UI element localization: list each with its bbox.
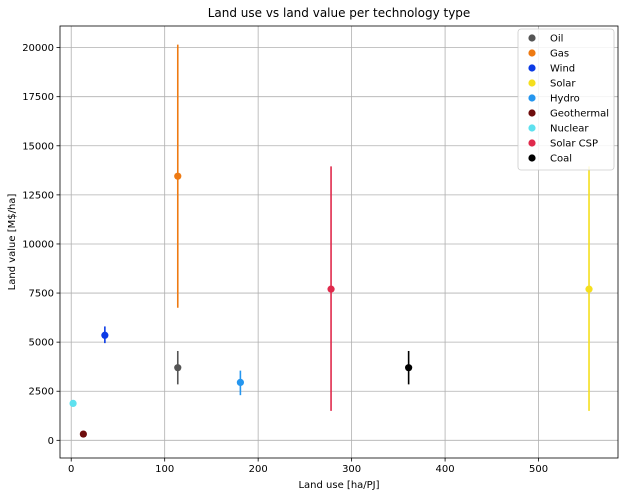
x-tick-label: 200 — [249, 464, 268, 475]
legend-label: Nuclear — [550, 124, 589, 135]
y-tick-label: 0 — [48, 436, 54, 447]
y-tick-label: 20000 — [22, 43, 54, 54]
series-wind — [101, 326, 109, 344]
legend-label: Coal — [550, 154, 572, 165]
data-point — [585, 285, 593, 293]
y-tick-label: 12500 — [22, 190, 54, 201]
legend-marker — [528, 124, 536, 132]
grid — [60, 26, 618, 458]
y-tick-label: 7500 — [29, 289, 54, 300]
data-point — [405, 364, 413, 372]
legend-label: Geothermal — [550, 109, 609, 120]
y-tick-label: 5000 — [29, 338, 54, 349]
x-tick-label: 400 — [436, 464, 455, 475]
series-coal — [405, 350, 413, 385]
y-tick-label: 10000 — [22, 239, 54, 250]
legend-label: Wind — [550, 64, 575, 75]
axes: 0 100 200 300 400 500025005000750010000125001… — [22, 25, 619, 475]
plot-area — [69, 44, 593, 438]
chart-title: Land use vs land value per technology ty… — [208, 6, 471, 20]
legend-label: Solar — [550, 79, 576, 90]
series-oil — [174, 350, 182, 385]
x-tick-label: 300 — [342, 464, 361, 475]
x-tick-label: 100 — [155, 464, 174, 475]
series-hydro — [236, 370, 244, 396]
y-axis-label: Land value [M$/ha] — [7, 194, 18, 291]
legend: Oil Gas Wind Solar Hydro Geothermal Nuclear Sol… — [517, 28, 615, 171]
series-solar — [585, 166, 593, 411]
legend-marker — [528, 79, 536, 87]
legend-marker — [528, 49, 536, 57]
legend-marker — [528, 109, 536, 117]
axes-frame — [59, 25, 619, 459]
data-point — [79, 430, 87, 438]
y-tick-label: 15000 — [22, 141, 54, 152]
legend-marker — [528, 34, 536, 42]
series-gas — [174, 44, 182, 308]
y-tick-label: 2500 — [29, 387, 54, 398]
x-axis-label: Land use [ha/PJ] — [298, 480, 379, 491]
x-tick-label: 0 — [68, 464, 74, 475]
legend-marker — [528, 94, 536, 102]
y-tick-label: 17500 — [22, 92, 54, 103]
data-point — [101, 331, 109, 339]
data-point — [327, 285, 335, 293]
x-tick-label: 500 — [529, 464, 548, 475]
legend-marker — [528, 139, 536, 147]
data-point — [69, 399, 77, 408]
legend-label: Hydro — [550, 94, 580, 105]
data-point — [236, 378, 244, 386]
series-solar-csp — [327, 166, 335, 411]
data-point — [174, 364, 182, 372]
legend-label: Gas — [550, 49, 569, 60]
legend-box — [517, 28, 615, 171]
series-nuclear — [69, 399, 77, 408]
legend-label: Oil — [550, 34, 563, 45]
legend-marker — [528, 64, 536, 72]
legend-label: Solar CSP — [550, 139, 598, 150]
legend-marker — [528, 154, 536, 162]
series-geothermal — [79, 430, 87, 438]
data-point — [174, 172, 182, 180]
